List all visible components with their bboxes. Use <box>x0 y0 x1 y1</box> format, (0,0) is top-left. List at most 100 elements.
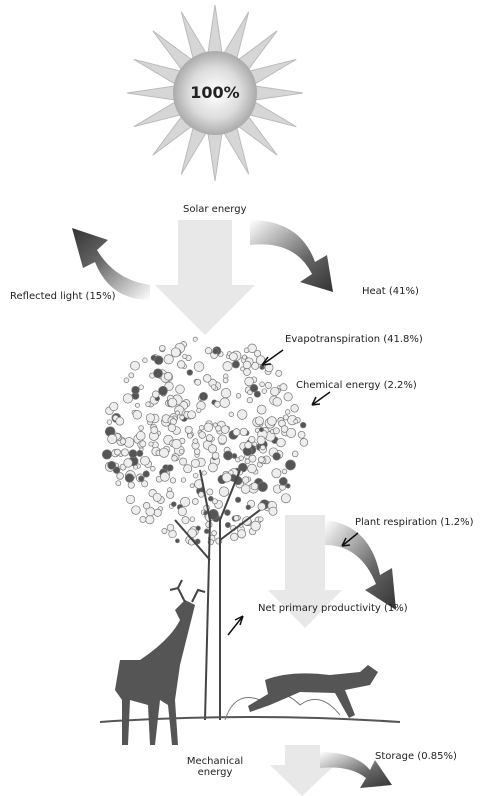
leaf <box>182 517 189 524</box>
label: Plant respiration (1.2%) <box>355 517 474 528</box>
antlers <box>170 580 205 602</box>
leaf <box>120 439 126 445</box>
leaf <box>258 503 266 511</box>
leaf <box>176 385 185 394</box>
leaf <box>132 506 141 515</box>
leaf <box>171 348 180 357</box>
leaf <box>167 524 174 531</box>
leaf <box>194 449 200 455</box>
leaf <box>108 434 117 443</box>
leaf <box>129 373 134 378</box>
deer-leaping <box>248 665 378 718</box>
leaf <box>284 393 292 401</box>
leaf <box>213 348 219 354</box>
leaf <box>193 337 197 341</box>
label: Chemical energy (2.2%) <box>296 380 417 391</box>
label: Net primary productivity (1%) <box>258 603 408 614</box>
leaf <box>276 370 282 376</box>
leaf <box>224 451 233 460</box>
leaf <box>258 482 268 492</box>
leaf <box>220 398 230 408</box>
leaf <box>231 533 239 541</box>
leaf <box>248 464 257 473</box>
sun-label: 100% <box>175 83 255 102</box>
leaf <box>211 385 216 390</box>
leaf <box>260 382 265 387</box>
leaf <box>175 411 179 415</box>
leaf <box>300 422 306 428</box>
leaf <box>162 528 167 533</box>
leaf <box>139 426 144 431</box>
label: Solar energy <box>183 204 247 215</box>
leaf <box>258 457 264 463</box>
leaf <box>146 414 154 422</box>
leaf <box>294 420 298 424</box>
leaf <box>208 445 216 453</box>
leaf <box>175 539 179 543</box>
leaf <box>135 403 139 407</box>
leaf <box>223 362 232 371</box>
leaf <box>116 481 121 486</box>
leaf <box>199 392 207 400</box>
leaf <box>183 354 187 358</box>
leaf <box>140 516 146 522</box>
leaf <box>205 348 211 354</box>
leaf <box>255 417 263 425</box>
leaf <box>142 481 148 487</box>
leaf <box>108 461 116 469</box>
leaf <box>199 432 206 439</box>
leaf <box>140 441 146 447</box>
leaf <box>114 449 120 455</box>
leaf <box>212 531 217 536</box>
leaf <box>146 402 151 407</box>
leaf <box>243 361 251 369</box>
leaf <box>229 412 234 417</box>
leaf <box>172 456 178 462</box>
leaf <box>141 456 150 465</box>
leaf <box>236 394 241 399</box>
leaf <box>146 516 154 524</box>
leaf <box>203 375 211 383</box>
label: Heat (41%) <box>362 286 419 297</box>
leaf <box>272 469 281 478</box>
leaf <box>143 502 150 509</box>
leaf <box>143 471 149 477</box>
leaf <box>262 389 267 394</box>
leaf <box>234 516 239 521</box>
leaf <box>282 469 287 474</box>
leaf <box>177 361 185 369</box>
leaf <box>128 482 134 488</box>
leaf <box>273 398 282 407</box>
leaf <box>190 517 195 522</box>
leaf <box>216 426 222 432</box>
leaf <box>164 355 173 364</box>
leaf <box>271 387 280 396</box>
leaf <box>134 465 138 469</box>
illustration <box>0 0 486 796</box>
leaf <box>132 386 140 394</box>
leaf <box>124 459 133 468</box>
leaf <box>280 384 287 391</box>
leaf <box>206 435 213 442</box>
leaf <box>204 423 213 432</box>
leaf <box>221 388 231 398</box>
leaf <box>116 417 124 425</box>
leaf <box>223 378 228 383</box>
leaf <box>265 382 271 388</box>
leaf <box>257 436 265 444</box>
leaf <box>300 439 308 447</box>
leaf <box>238 530 246 538</box>
leaf <box>245 459 250 464</box>
label: Mechanical energy <box>180 756 250 778</box>
leaf <box>244 348 249 353</box>
leaf <box>268 417 277 426</box>
leaf <box>229 353 237 361</box>
leaf <box>171 502 176 507</box>
leaf <box>233 429 240 436</box>
leaf <box>181 478 186 483</box>
leaf <box>204 529 209 534</box>
leaf <box>212 452 219 459</box>
leaf <box>202 471 206 475</box>
leaf <box>193 439 198 444</box>
leaf <box>185 426 192 433</box>
